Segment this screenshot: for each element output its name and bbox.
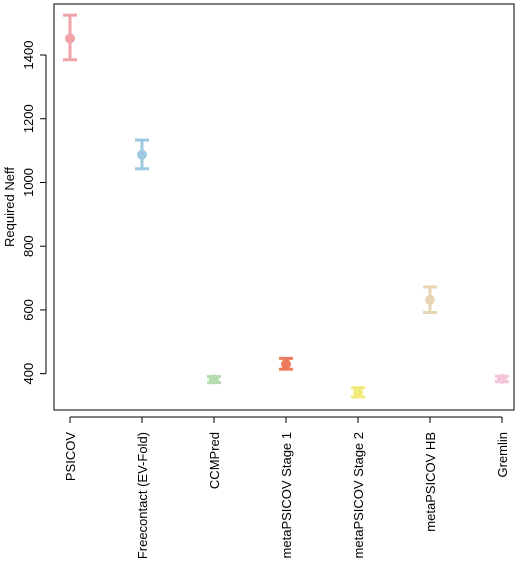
error-bar-6 [423, 285, 437, 314]
x-tick-label: Freecontact (EV-Fold) [135, 432, 150, 559]
plot-frame [53, 3, 515, 411]
y-axis-title: Required Neff [2, 167, 17, 247]
y-tick-label: 600 [21, 299, 36, 321]
data-point [209, 374, 219, 385]
x-tick-label: metaPSICOV HB [423, 432, 438, 532]
x-tick-label: CCMPred [207, 432, 222, 489]
x-tick-label: Gremlin [495, 432, 510, 478]
data-point [65, 33, 75, 44]
y-tick-label: 1000 [21, 168, 36, 197]
x-tick-label: metaPSICOV Stage 1 [279, 432, 294, 558]
y-tick-label: 1400 [21, 41, 36, 70]
data-point [425, 294, 435, 305]
y-tick-label: 800 [21, 235, 36, 257]
data-point [497, 373, 507, 384]
y-tick-label: 400 [21, 363, 36, 385]
error-bar-7 [495, 373, 509, 384]
data-point [353, 387, 363, 398]
data-point [281, 359, 291, 370]
error-bar-5 [351, 386, 365, 399]
data-marks [63, 13, 509, 399]
x-tick-label: metaPSICOV Stage 2 [351, 432, 366, 558]
y-axis: 400 600 800 1000 1200 1400 [21, 41, 47, 385]
y-tick-label: 1200 [21, 104, 36, 133]
x-tick-label: PSICOV [63, 432, 78, 481]
error-bar-2 [135, 138, 149, 171]
error-bar-1 [63, 13, 77, 62]
data-point [137, 149, 147, 160]
error-bar-4 [279, 356, 293, 371]
x-axis: PSICOV Freecontact (EV-Fold) CCMPred metaPS… [63, 416, 510, 559]
error-bar-3 [207, 374, 221, 385]
